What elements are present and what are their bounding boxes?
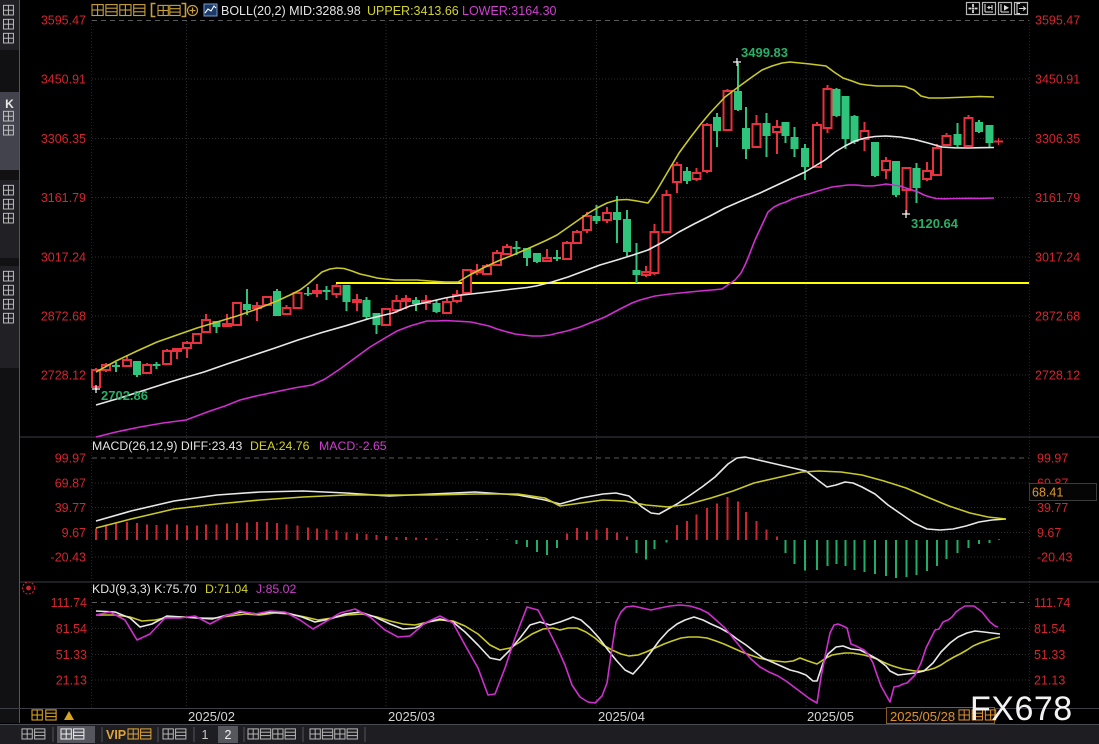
svg-text:3161.79: 3161.79	[1035, 191, 1080, 205]
svg-text:39.77: 39.77	[1037, 501, 1068, 515]
svg-text:3450.91: 3450.91	[41, 73, 86, 87]
svg-text:3161.79: 3161.79	[41, 191, 86, 205]
svg-text:-20.43: -20.43	[1037, 551, 1072, 565]
svg-text:51.33: 51.33	[1034, 648, 1065, 662]
svg-text:KDJ(9,3,3) K:75.70: KDJ(9,3,3) K:75.70	[92, 582, 197, 596]
svg-text:99.97: 99.97	[55, 452, 86, 466]
svg-text:3306.35: 3306.35	[1035, 132, 1080, 146]
svg-text:9.67: 9.67	[62, 526, 86, 540]
svg-text:FX678: FX678	[970, 690, 1073, 728]
svg-text:2025/05: 2025/05	[807, 709, 854, 724]
svg-text:2702.86: 2702.86	[101, 388, 148, 403]
svg-text:DEA:24.76: DEA:24.76	[250, 439, 310, 453]
svg-text:21.13: 21.13	[56, 674, 87, 688]
svg-text:81.54: 81.54	[56, 622, 87, 636]
svg-text:3595.47: 3595.47	[41, 14, 86, 28]
svg-text:68.41: 68.41	[1032, 486, 1063, 500]
svg-text:51.33: 51.33	[56, 648, 87, 662]
svg-text:2728.12: 2728.12	[1035, 369, 1080, 383]
svg-text:BOLL(20,2) MID:3288.98: BOLL(20,2) MID:3288.98	[221, 4, 361, 18]
svg-text:21.13: 21.13	[1034, 674, 1065, 688]
svg-text:2: 2	[225, 728, 232, 742]
svg-text:D:71.04: D:71.04	[205, 582, 248, 596]
svg-text:VIP: VIP	[106, 728, 126, 742]
svg-text:2872.68: 2872.68	[1035, 310, 1080, 324]
svg-text:MACD:-2.65: MACD:-2.65	[319, 439, 387, 453]
svg-text:3450.91: 3450.91	[1035, 73, 1080, 87]
svg-text:2728.12: 2728.12	[41, 369, 86, 383]
svg-text:39.77: 39.77	[55, 501, 86, 515]
svg-text:3017.24: 3017.24	[41, 250, 86, 264]
svg-text:MACD(26,12,9) DIFF:23.43: MACD(26,12,9) DIFF:23.43	[92, 439, 243, 453]
svg-text:K: K	[5, 97, 14, 111]
svg-text:2025/02: 2025/02	[188, 709, 235, 724]
svg-text:2025/04: 2025/04	[598, 709, 645, 724]
svg-text:-20.43: -20.43	[51, 551, 86, 565]
svg-text:3017.24: 3017.24	[1035, 250, 1080, 264]
svg-text:3499.83: 3499.83	[741, 45, 788, 60]
svg-text:2025/03: 2025/03	[388, 709, 435, 724]
svg-text:LOWER:3164.30: LOWER:3164.30	[462, 4, 557, 18]
svg-text:3306.35: 3306.35	[41, 132, 86, 146]
svg-text:2872.68: 2872.68	[41, 310, 86, 324]
svg-text:99.97: 99.97	[1037, 452, 1068, 466]
svg-text:UPPER:3413.66: UPPER:3413.66	[367, 4, 459, 18]
svg-text:111.74: 111.74	[1034, 596, 1070, 610]
svg-text:9.67: 9.67	[1037, 526, 1061, 540]
svg-text:1: 1	[202, 728, 209, 742]
svg-text:2025/05/28: 2025/05/28	[890, 709, 955, 724]
svg-text:81.54: 81.54	[1034, 622, 1065, 636]
svg-text:111.74: 111.74	[51, 596, 87, 610]
svg-text:69.87: 69.87	[55, 476, 86, 490]
svg-text:J:85.02: J:85.02	[256, 582, 296, 596]
svg-text:3595.47: 3595.47	[1035, 14, 1080, 28]
svg-text:3120.64: 3120.64	[911, 216, 959, 231]
